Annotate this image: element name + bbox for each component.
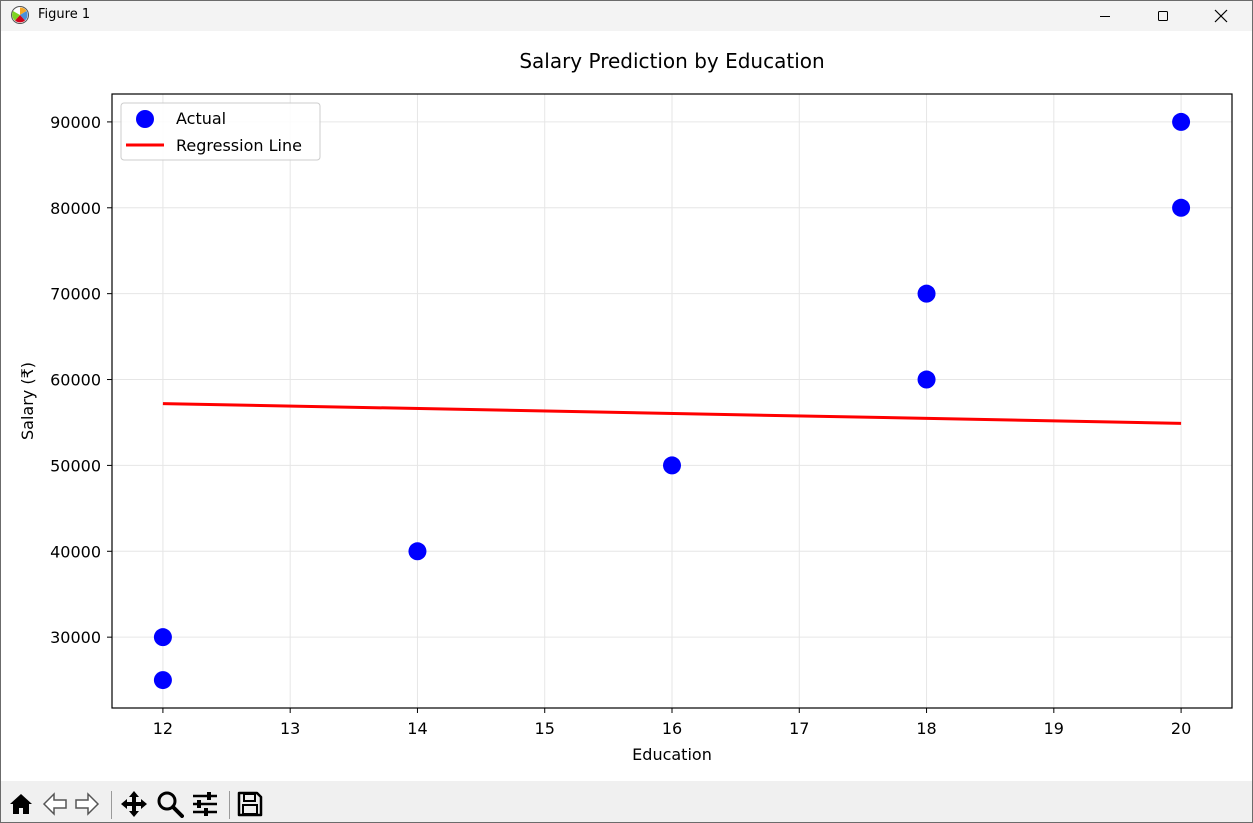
y-tick-label: 40000 [50,542,101,561]
scatter-point [1172,112,1191,131]
figure-canvas: Salary Prediction by Education 12 13 14 15 1… [1,31,1252,781]
zoom-icon [157,791,184,818]
x-axis-ticks: 12 13 14 15 16 17 18 19 20 [153,708,1191,738]
regression-layer [162,402,1182,425]
x-tick-label: 20 [1171,719,1191,738]
scatter-point [917,284,936,303]
maximize-button[interactable] [1140,1,1186,31]
window-title: Figure 1 [38,7,91,22]
maximize-icon [1158,11,1168,21]
x-tick-label: 13 [280,719,300,738]
scatter-point [153,628,172,647]
title-bar[interactable]: Figure 1 [1,1,1252,31]
back-button[interactable] [40,789,70,819]
x-tick-label: 12 [153,719,173,738]
y-tick-label: 70000 [50,285,101,304]
x-tick-label: 16 [662,719,682,738]
y-tick-label: 90000 [50,113,101,132]
x-axis-label: Education [632,745,712,764]
scatter-point [153,671,172,690]
chart-title: Salary Prediction by Education [519,49,824,73]
toolbar-separator [111,791,112,819]
pan-button[interactable] [119,789,149,819]
legend: Actual Regression Line [120,102,321,161]
x-tick-label: 14 [407,719,427,738]
scatter-point [917,370,936,389]
y-tick-label: 30000 [50,628,101,647]
minimize-icon [1100,16,1110,17]
save-icon [237,791,263,817]
forward-button[interactable] [72,789,102,819]
close-icon [1214,9,1228,23]
save-button[interactable] [235,789,265,819]
matplotlib-app-icon [11,6,29,24]
legend-label-regression: Regression Line [176,136,302,155]
chart-svg: Salary Prediction by Education 12 13 14 15 1… [18,49,1233,764]
x-tick-label: 15 [535,719,555,738]
y-tick-label: 60000 [50,371,101,390]
x-tick-label: 19 [1044,719,1064,738]
scatter-point [408,542,427,561]
close-button[interactable] [1198,1,1244,31]
toolbar-separator [229,791,230,819]
y-axis-label: Salary (₹) [18,362,37,440]
legend-marker-actual [136,110,154,128]
home-icon [10,794,32,814]
x-tick-label: 17 [789,719,809,738]
x-tick-label: 18 [916,719,936,738]
y-axis-ticks: 30000 40000 50000 60000 70000 80000 90000 [50,113,112,647]
y-tick-label: 80000 [50,199,101,218]
minimize-button[interactable] [1082,1,1128,31]
scatter-layer [153,112,1191,690]
legend-label-actual: Actual [176,109,226,128]
pan-icon [121,791,147,817]
y-tick-label: 50000 [50,456,101,475]
grid-lines [112,94,1232,708]
back-icon [42,792,67,816]
scatter-point [1172,198,1191,217]
home-button[interactable] [6,789,36,819]
zoom-button[interactable] [155,789,185,819]
navigation-toolbar [1,781,1252,822]
configure-subplots-button[interactable] [190,789,220,819]
regression-line [162,402,1182,425]
legend-frame [120,102,321,161]
forward-icon [75,792,100,816]
configure-subplots-icon [193,792,217,816]
scatter-point [663,456,681,475]
